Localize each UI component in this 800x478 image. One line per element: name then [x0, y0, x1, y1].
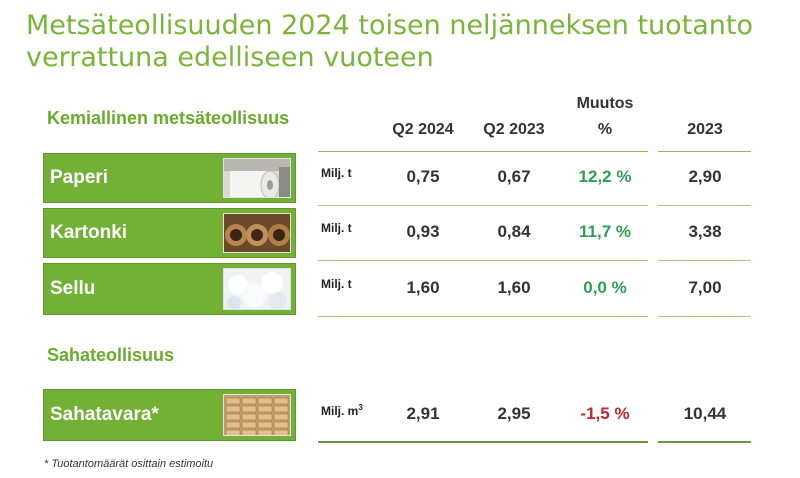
- product-label-box: Sellu: [43, 263, 296, 315]
- lumber-stack-image: [223, 394, 291, 436]
- row-divider: [318, 205, 648, 206]
- row-divider: [318, 260, 648, 261]
- unit-text: Milj. t: [321, 221, 352, 235]
- unit-label: Milj. m3: [321, 403, 363, 418]
- cell-q2-2024: 0,93: [406, 222, 440, 241]
- paper-roll-image: [223, 158, 291, 198]
- cell-q2-2023: 2,95: [497, 404, 531, 423]
- row-divider-2023: [658, 316, 751, 317]
- cell-change: -1,5 %: [580, 404, 630, 423]
- cardboard-tube-image: [223, 213, 291, 253]
- unit-text: Milj. m: [321, 404, 359, 418]
- cell-q2-2023: 1,60: [497, 278, 531, 297]
- header-divider: [318, 151, 648, 154]
- unit-text: Milj. t: [321, 166, 352, 180]
- row-divider-2023: [658, 205, 751, 206]
- cell-q2-2024: 0,75: [406, 167, 440, 186]
- product-label-box: Sahatavara*: [43, 389, 296, 441]
- cell-q2-2023: 0,67: [497, 167, 531, 186]
- cell-year-2023: 2,90: [688, 167, 722, 186]
- cell-year-2023: 3,38: [688, 222, 722, 241]
- pulp-fibre-image: [223, 268, 291, 310]
- product-name: Paperi: [50, 167, 109, 188]
- header-divider-2023: [658, 151, 751, 154]
- unit-text: Milj. t: [321, 277, 352, 291]
- col-header-q2-2024: Q2 2024: [392, 121, 454, 138]
- product-label-box: Paperi: [43, 153, 296, 203]
- cell-change: 0,0 %: [583, 278, 627, 297]
- unit-label: Milj. t: [321, 166, 352, 180]
- col-header-2023: 2023: [687, 121, 723, 138]
- product-name: Sahatavara*: [50, 404, 159, 425]
- row-divider-2023: [658, 441, 751, 443]
- section-sawmill-heading: Sahateollisuus: [47, 345, 175, 365]
- cell-q2-2024: 1,60: [406, 278, 440, 297]
- unit-label: Milj. t: [321, 277, 352, 291]
- cell-q2-2023: 0,84: [497, 222, 531, 241]
- product-label-box: Kartonki: [43, 208, 296, 258]
- cell-change: 11,7 %: [579, 222, 631, 241]
- row-divider: [318, 441, 648, 443]
- cell-year-2023: 10,44: [683, 404, 727, 423]
- cell-q2-2024: 2,91: [406, 404, 440, 423]
- col-header-change: Muutos: [576, 95, 634, 112]
- unit-superscript: 3: [358, 403, 363, 412]
- section-chemical-heading: Kemiallinen metsäteollisuus: [47, 108, 290, 128]
- col-header-q2-2023: Q2 2023: [483, 121, 545, 138]
- cell-year-2023: 7,00: [688, 278, 722, 297]
- unit-label: Milj. t: [321, 221, 352, 235]
- cell-change: 12,2 %: [578, 167, 632, 186]
- col-header-change-unit: %: [597, 121, 613, 138]
- product-name: Sellu: [50, 278, 96, 299]
- page-title: Metsäteollisuuden 2024 toisen neljänneks…: [26, 10, 754, 73]
- row-divider: [318, 316, 648, 317]
- footnote: * Tuotantomäärät osittain estimoitu: [44, 458, 214, 470]
- product-name: Kartonki: [50, 222, 128, 243]
- row-divider-2023: [658, 260, 751, 261]
